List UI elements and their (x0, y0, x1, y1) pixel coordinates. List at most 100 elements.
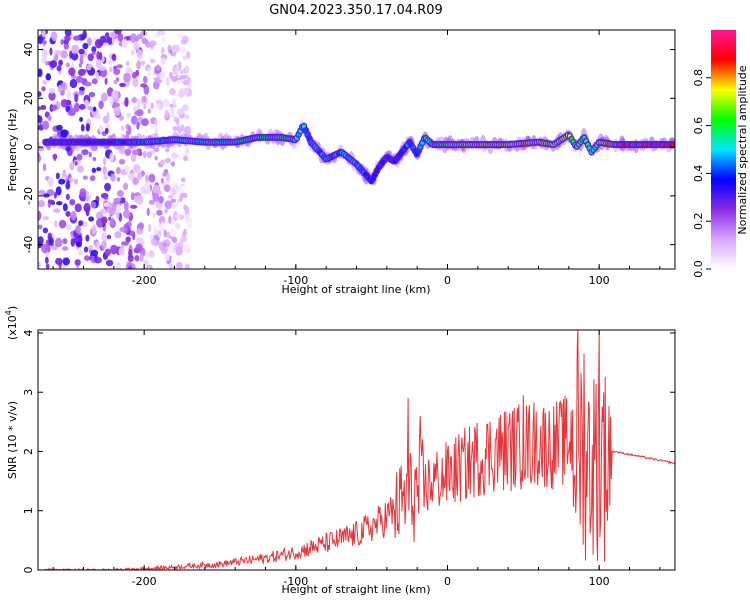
noise-blob (64, 35, 71, 42)
noise-blob (38, 106, 43, 111)
noise-blob (136, 49, 143, 60)
noise-blob (105, 259, 114, 267)
noise-blob (132, 177, 139, 185)
noise-blob (182, 80, 190, 86)
noise-blob (42, 40, 47, 45)
noise-blob (69, 78, 78, 89)
noise-blob (78, 62, 83, 68)
noise-blob (58, 178, 66, 185)
noise-blob (38, 199, 46, 208)
noise-blob (143, 104, 147, 110)
noise-blob (186, 50, 191, 59)
noise-blob (116, 190, 124, 197)
noise-blob (169, 228, 177, 238)
noise-blob (106, 234, 112, 240)
noise-blob (173, 184, 180, 193)
noise-blob (91, 46, 97, 53)
noise-blob (47, 115, 52, 121)
noise-blob (164, 208, 168, 214)
noise-blob (55, 186, 62, 196)
noise-blob (160, 46, 165, 55)
noise-blob (95, 59, 102, 68)
noise-blob (38, 91, 42, 97)
noise-blob (145, 174, 150, 183)
snr-frame (37, 329, 676, 571)
noise-blob (65, 181, 71, 190)
noise-blob (164, 157, 172, 164)
noise-blob (96, 166, 102, 172)
colorbar-label: Normalized spectral amplitude (736, 65, 749, 234)
snr-ytick-label: 4 (22, 329, 35, 336)
noise-blob (124, 165, 130, 173)
noise-blob (102, 165, 107, 176)
noise-blob (68, 177, 74, 182)
noise-blob (118, 158, 126, 165)
noise-blob (115, 77, 120, 82)
spectrogram-ytick-label: 20 (22, 91, 35, 105)
snr-panel: -200 -100 0 100 0 1 2 3 4 Height of straight li… (4, 306, 676, 596)
noise-blob (164, 254, 170, 261)
noise-blob (65, 193, 70, 201)
noise-blob (126, 112, 131, 118)
noise-blob (163, 184, 171, 192)
noise-blob (67, 109, 76, 116)
noise-blob (149, 234, 154, 239)
noise-blob (163, 229, 168, 238)
noise-blob (109, 152, 115, 162)
noise-blob (103, 202, 110, 208)
noise-blob (92, 156, 97, 162)
noise-blob (53, 220, 58, 228)
noise-blob (91, 167, 97, 174)
noise-blob (148, 199, 155, 205)
colorbar-tick-label: 0.4 (692, 165, 705, 183)
noise-blob (130, 153, 137, 163)
noise-blob (163, 245, 168, 255)
noise-blob (101, 92, 108, 102)
noise-blob (42, 79, 48, 85)
noise-blob (86, 64, 92, 71)
noise-blob (43, 193, 50, 198)
noise-blob (141, 118, 149, 127)
noise-blob (82, 42, 89, 50)
noise-blob (127, 254, 134, 262)
noise-blob (142, 76, 148, 84)
colorbar-ticks: 0.0 0.2 0.4 0.6 0.8 (692, 69, 711, 278)
noise-blob (38, 36, 43, 45)
noise-blob (181, 88, 190, 95)
noise-blob (130, 33, 137, 43)
figure-title: GN04.2023.350.17.04.R09 (269, 3, 443, 18)
noise-blob (101, 208, 106, 214)
noise-blob (174, 213, 182, 219)
noise-blob (80, 69, 87, 74)
noise-blob (135, 61, 142, 69)
noise-blob (94, 39, 103, 49)
noise-blob (183, 125, 192, 135)
noise-blob (38, 154, 42, 163)
noise-blob (74, 161, 78, 166)
noise-blob (38, 142, 41, 147)
noise-blob (147, 265, 151, 269)
noise-blob (131, 97, 138, 103)
noise-blob (172, 98, 176, 108)
noise-blob (86, 37, 92, 46)
noise-blob (104, 182, 111, 192)
noise-blob (131, 72, 138, 79)
noise-blob (152, 184, 161, 194)
noise-blob (134, 254, 140, 262)
noise-blob (98, 51, 103, 61)
spectrogram-xtick-label: 100 (589, 274, 610, 287)
noise-blob (139, 253, 144, 262)
noise-blob (109, 66, 113, 73)
noise-blob (80, 124, 85, 132)
noise-blob (45, 61, 49, 66)
noise-blob (60, 129, 69, 138)
noise-blob (160, 221, 165, 230)
noise-blob (52, 208, 61, 213)
noise-blob (164, 200, 173, 210)
noise-blob (60, 39, 64, 45)
noise-blob (116, 176, 121, 182)
noise-blob (119, 82, 126, 88)
noise-blob (113, 197, 122, 203)
noise-blob (77, 165, 85, 173)
noise-blob (157, 30, 166, 36)
